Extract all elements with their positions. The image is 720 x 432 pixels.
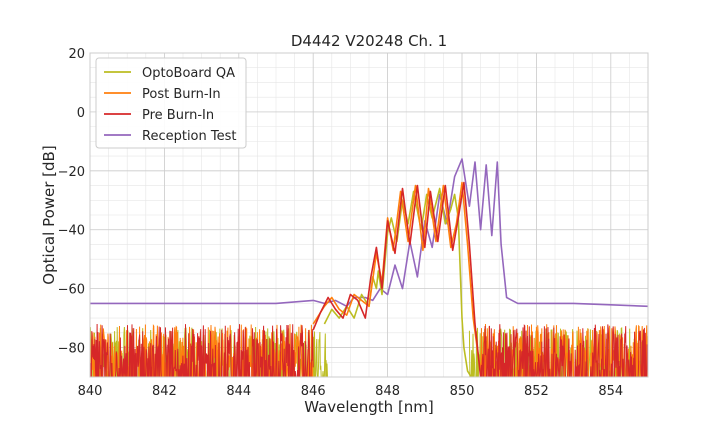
y-tick-labels: 20 0 −20 −40 −60 −80 <box>58 47 85 357</box>
x-axis-label: Wavelength [nm] <box>304 398 434 416</box>
x-tick-label: 844 <box>226 384 251 399</box>
legend-label: OptoBoard QA <box>142 66 235 81</box>
x-tick-label: 850 <box>450 384 475 399</box>
plot-frame <box>89 52 649 378</box>
y-axis-label: Optical Power [dB] <box>40 145 58 284</box>
y-tick-label: −40 <box>58 224 85 239</box>
legend-label: Post Burn-In <box>142 87 221 102</box>
x-tick-label: 854 <box>598 384 623 399</box>
series-line <box>312 181 482 377</box>
x-tick-label: 848 <box>375 384 400 399</box>
y-tick-label: −20 <box>58 165 85 180</box>
x-tick-label: 846 <box>301 384 326 399</box>
y-tick-label: 20 <box>68 47 85 62</box>
series-line <box>90 158 648 308</box>
legend-label: Reception Test <box>142 129 236 144</box>
series-line <box>312 181 484 377</box>
noise-floor-trace <box>480 324 648 377</box>
x-tick-label: 842 <box>152 384 177 399</box>
y-tick-label: −60 <box>58 283 85 298</box>
y-tick-label: −80 <box>58 342 85 357</box>
x-tick-label: 840 <box>78 384 103 399</box>
y-tick-label: 0 <box>77 106 85 121</box>
series-pre-burn-in <box>90 181 648 377</box>
series-reception-test <box>90 158 648 308</box>
chart-title: D4442 V20248 Ch. 1 <box>291 32 447 50</box>
x-tick-label: 852 <box>524 384 549 399</box>
legend-box <box>95 57 247 149</box>
x-tick-labels: 840 842 844 846 848 850 852 854 <box>78 384 624 399</box>
series-layer <box>90 158 648 377</box>
noise-floor-trace <box>90 323 314 377</box>
legend-label: Pre Burn-In <box>142 108 214 123</box>
legend: OptoBoard QA Post Burn-In Pre Burn-In Recep… <box>95 57 247 149</box>
